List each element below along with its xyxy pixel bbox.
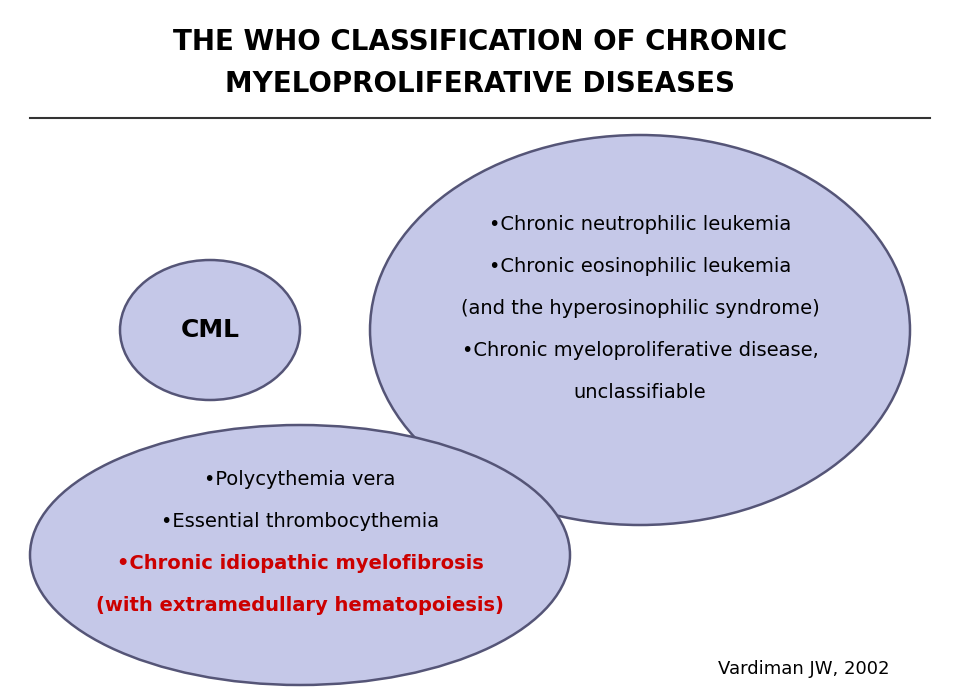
Text: •Essential thrombocythemia: •Essential thrombocythemia: [161, 512, 439, 531]
Text: •Chronic idiopathic myelofibrosis: •Chronic idiopathic myelofibrosis: [116, 554, 484, 573]
Text: (with extramedullary hematopoiesis): (with extramedullary hematopoiesis): [96, 596, 504, 615]
Text: •Polycythemia vera: •Polycythemia vera: [204, 470, 396, 489]
Text: •Chronic neutrophilic leukemia: •Chronic neutrophilic leukemia: [489, 215, 791, 234]
Text: Vardiman JW, 2002: Vardiman JW, 2002: [718, 660, 890, 678]
Text: THE WHO CLASSIFICATION OF CHRONIC: THE WHO CLASSIFICATION OF CHRONIC: [173, 28, 787, 56]
Ellipse shape: [120, 260, 300, 400]
Ellipse shape: [370, 135, 910, 525]
Text: CML: CML: [180, 318, 239, 342]
Text: (and the hyperosinophilic syndrome): (and the hyperosinophilic syndrome): [461, 299, 820, 318]
Ellipse shape: [30, 425, 570, 685]
Text: •Chronic myeloproliferative disease,: •Chronic myeloproliferative disease,: [462, 341, 818, 360]
Text: MYELOPROLIFERATIVE DISEASES: MYELOPROLIFERATIVE DISEASES: [225, 70, 735, 98]
Text: unclassifiable: unclassifiable: [574, 383, 707, 402]
Text: •Chronic eosinophilic leukemia: •Chronic eosinophilic leukemia: [489, 257, 791, 276]
